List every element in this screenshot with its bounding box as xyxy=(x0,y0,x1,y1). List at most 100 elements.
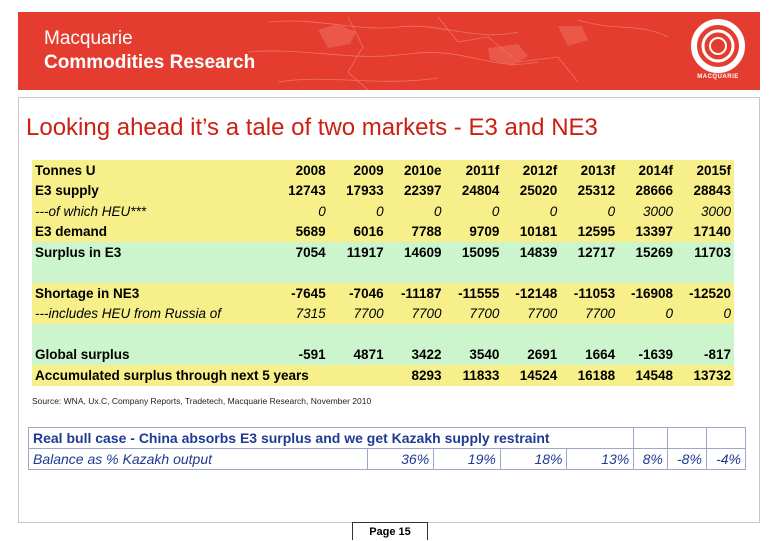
table-cell: 11833 xyxy=(462,367,500,383)
table-cell: 12743 xyxy=(288,183,326,199)
row-label: ---of which HEU*** xyxy=(35,203,147,219)
table-row: ---of which HEU*** 0 0 0 0 0 0 3000 3000 xyxy=(32,201,734,222)
row-label: Global surplus xyxy=(35,347,130,363)
brand-name: Macquarie xyxy=(44,28,133,49)
table-cell: 14548 xyxy=(635,367,674,383)
table-cell: 7700 xyxy=(469,306,500,322)
page-number: Page 15 xyxy=(352,522,428,540)
bull-case-value: 19% xyxy=(433,448,501,470)
row-label: E3 supply xyxy=(35,183,99,199)
header-cell: 2010e xyxy=(403,162,442,178)
bull-case-title-row: Real bull case - China absorbs E3 surplu… xyxy=(27,427,747,449)
table-cell: 3000 xyxy=(643,203,674,219)
bull-case-value: 13% xyxy=(566,448,635,470)
table-cell: 5689 xyxy=(295,224,326,240)
header-cell: 2014f xyxy=(638,162,674,178)
bull-case-value: 18% xyxy=(499,448,568,470)
table-cell: 0 xyxy=(318,203,326,219)
table-cell: 12717 xyxy=(577,244,616,260)
table-cell: -1639 xyxy=(638,347,674,363)
table-cell: 7700 xyxy=(353,306,384,322)
empty-cell xyxy=(666,427,707,449)
table-row: Shortage in NE3 -7645 -7046 -11187 -1155… xyxy=(32,283,734,304)
table-row: ---includes HEU from Russia of 7315 7700… xyxy=(32,303,734,324)
table-cell: 7700 xyxy=(527,306,558,322)
table-cell: 14524 xyxy=(519,367,558,383)
row-label: ---includes HEU from Russia of xyxy=(35,306,222,322)
table-cell: -11053 xyxy=(573,285,616,301)
table-cell: -11187 xyxy=(400,285,442,301)
header-cell: 2013f xyxy=(580,162,616,178)
table-row: Accumulated surplus through next 5 years… xyxy=(32,365,734,386)
table-cell: 3000 xyxy=(700,203,731,219)
table-row: Surplus in E3 7054 11917 14609 15095 148… xyxy=(32,242,734,263)
table-cell: 0 xyxy=(491,203,500,219)
table-cell: 1664 xyxy=(585,347,616,363)
table-cell: 0 xyxy=(723,306,731,322)
header-cell: 2009 xyxy=(353,162,384,178)
bull-case-value: 36% xyxy=(366,448,435,470)
table-row: Global surplus -591 4871 3422 3540 2691 … xyxy=(32,344,734,365)
empty-cell xyxy=(633,427,668,449)
table-cell: 3540 xyxy=(469,347,500,363)
table-cell: 22397 xyxy=(403,183,442,199)
table-cell: 14839 xyxy=(519,244,558,260)
table-cell: -591 xyxy=(298,347,326,363)
table-cell: 7788 xyxy=(411,224,442,240)
table-cell: 7315 xyxy=(295,306,326,322)
table-cell: 6016 xyxy=(353,224,384,240)
table-cell: 17140 xyxy=(693,224,731,240)
table-cell: 11917 xyxy=(346,244,384,260)
row-label: E3 demand xyxy=(35,224,108,240)
table-cell: 16188 xyxy=(577,367,616,383)
bull-case-title: Real bull case - China absorbs E3 surplu… xyxy=(27,427,635,449)
table-cell: 8293 xyxy=(411,367,442,383)
table-spacer-row xyxy=(32,262,734,283)
table-cell: 12595 xyxy=(577,224,616,240)
table-cell: 13397 xyxy=(635,224,674,240)
table-cell: 17933 xyxy=(346,183,384,199)
header-cell: 2015f xyxy=(696,162,731,178)
table-cell: 11703 xyxy=(694,244,731,260)
macquarie-logo: MACQUARIE xyxy=(686,18,750,84)
bull-case-table: Real bull case - China absorbs E3 surplu… xyxy=(27,427,747,470)
table-cell: 0 xyxy=(549,203,558,219)
header-cell: 2008 xyxy=(295,162,326,178)
table-cell: 2691 xyxy=(527,347,558,363)
world-map-background xyxy=(247,16,669,90)
slide-title: Looking ahead it’s a tale of two markets… xyxy=(26,114,598,141)
brand-division: Commodities Research xyxy=(44,52,256,73)
table-cell: 14609 xyxy=(403,244,442,260)
table-cell: 9709 xyxy=(469,224,500,240)
table-cell: -11555 xyxy=(458,285,500,301)
table-cell: -817 xyxy=(703,347,731,363)
table-cell: 25020 xyxy=(519,183,558,199)
table-cell: -12520 xyxy=(688,285,731,301)
source-note: Source: WNA, Ux.C, Company Reports, Trad… xyxy=(32,396,372,406)
bull-case-value: -4% xyxy=(705,448,747,470)
table-cell: 0 xyxy=(607,203,616,219)
logo-text: MACQUARIE xyxy=(697,74,739,80)
table-cell: 4871 xyxy=(353,347,384,363)
table-cell: -7046 xyxy=(349,285,384,301)
table-cell: 28666 xyxy=(635,183,674,199)
bull-case-value: 8% xyxy=(633,448,668,470)
row-label: Surplus in E3 xyxy=(35,244,122,260)
row-label: Shortage in NE3 xyxy=(35,285,140,301)
table-cell: 0 xyxy=(376,203,384,219)
table-row: E3 supply 12743 17933 22397 24804 25020 … xyxy=(32,180,734,201)
table-cell: 24804 xyxy=(461,183,500,199)
table-cell: 7054 xyxy=(295,244,326,260)
header-cell: 2011f xyxy=(465,162,500,178)
table-cell: 3422 xyxy=(411,347,442,363)
header-cell: Tonnes U xyxy=(35,162,96,178)
table-cell: 15095 xyxy=(461,244,500,260)
table-cell: -12148 xyxy=(515,285,558,301)
table-cell: 0 xyxy=(433,203,442,219)
table-cell: 10181 xyxy=(519,224,558,240)
header-banner: Macquarie Commodities Research MACQUARIE xyxy=(18,12,760,90)
header-cell: 2012f xyxy=(522,162,558,178)
bull-case-row: Balance as % Kazakh output 36% 19% 18% 1… xyxy=(28,448,747,470)
table-header-row: Tonnes U 2008 2009 2010e 2011f 2012f 201… xyxy=(32,160,734,181)
bull-case-value: -8% xyxy=(666,448,707,470)
